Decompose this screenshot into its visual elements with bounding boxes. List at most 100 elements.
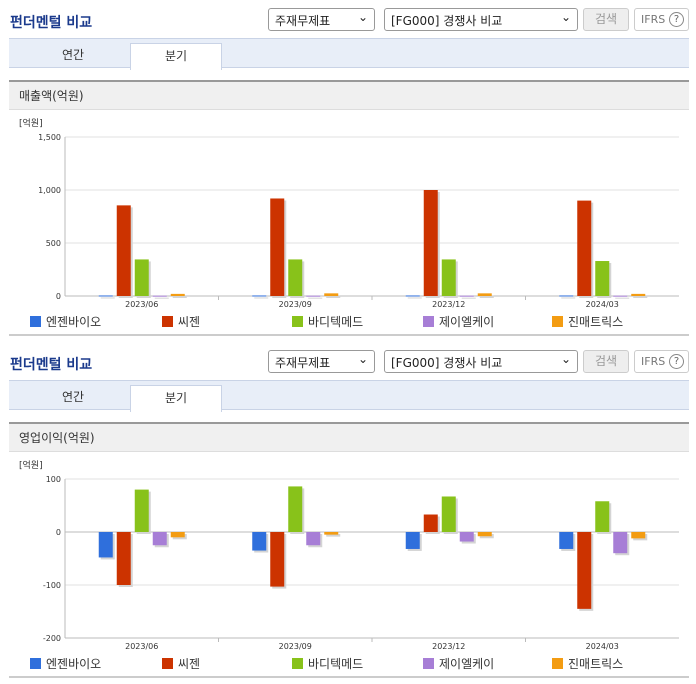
bar-2-1 (288, 259, 303, 296)
x-tick-label: 2023/09 (279, 642, 312, 651)
legend-label: 제이엘케이 (439, 657, 495, 671)
ifrs-button[interactable]: IFRS ? (634, 350, 689, 373)
legend-item[interactable]: 씨젠 (162, 655, 200, 672)
bar-3-2 (459, 295, 474, 297)
panel-title: 펀더멘털 비교 (10, 357, 93, 373)
legend-swatch (162, 658, 173, 669)
period-tabs: 연간 분기 (9, 38, 689, 70)
ifrs-label: IFRS (641, 13, 666, 26)
bar-shadow (615, 297, 630, 299)
legend-item[interactable]: 제이엘케이 (423, 313, 494, 330)
bar-0-0 (98, 532, 113, 558)
bar-4-3 (631, 532, 646, 539)
bar-4-1 (324, 532, 339, 535)
bar-3-0 (152, 532, 167, 546)
bar-2-0 (134, 489, 149, 532)
chevron-down-icon: ⌄ (560, 352, 571, 366)
statement-select[interactable]: 주재무제표 ⌄ (268, 8, 375, 31)
legend-item[interactable]: 바디텍메드 (292, 655, 363, 672)
bar-shadow (326, 295, 341, 298)
y-tick-label: 1,000 (38, 186, 61, 195)
legend-label: 엔젠바이오 (46, 657, 102, 671)
legend-item[interactable]: 엔젠바이오 (30, 313, 101, 330)
bar-0-2 (405, 532, 420, 549)
tab-quarterly[interactable]: 분기 (130, 385, 222, 412)
comparison-select-value: [FG000] 경쟁사 비교 (391, 356, 503, 370)
bar-0-1 (252, 532, 267, 551)
ifrs-label: IFRS (641, 355, 666, 368)
bar-shadow (154, 297, 169, 299)
bar-0-3 (559, 295, 574, 297)
chevron-down-icon: ⌄ (357, 10, 368, 24)
bar-shadow (326, 534, 341, 537)
legend-swatch (552, 316, 563, 327)
period-tabs: 연간 분기 (9, 380, 689, 412)
bar-shadow (308, 297, 323, 299)
chevron-down-icon: ⌄ (357, 352, 368, 366)
y-tick-label: 100 (46, 475, 61, 484)
x-tick-label: 2023/12 (432, 642, 465, 651)
bar-2-1 (288, 486, 303, 532)
bar-2-2 (441, 496, 456, 532)
x-tick-label: 2023/12 (432, 300, 465, 309)
bar-4-0 (170, 532, 185, 538)
statement-select[interactable]: 주재무제표 ⌄ (268, 350, 375, 373)
comparison-select-value: [FG000] 경쟁사 비교 (391, 14, 503, 28)
bar-4-1 (324, 293, 339, 296)
comparison-select[interactable]: [FG000] 경쟁사 비교 ⌄ (384, 350, 578, 373)
legend-item[interactable]: 진매트릭스 (552, 655, 623, 672)
legend-item[interactable]: 씨젠 (162, 313, 200, 330)
y-tick-label: 1,500 (38, 133, 61, 142)
help-icon[interactable]: ? (669, 12, 684, 27)
bar-3-0 (152, 295, 167, 297)
legend-swatch (423, 658, 434, 669)
legend-item[interactable]: 제이엘케이 (423, 655, 494, 672)
statement-select-value: 주재무제표 (275, 14, 331, 28)
search-button[interactable]: 검색 (583, 350, 629, 373)
tab-annual[interactable]: 연간 (61, 48, 85, 62)
section-title: 매출액(억원) (9, 80, 689, 110)
bar-1-2 (423, 514, 438, 532)
bar-1-1 (270, 532, 285, 587)
bar-shadow (633, 295, 648, 298)
y-tick-label: 0 (56, 292, 61, 301)
operating-profit-chart: [억원] -200 -100 0 100 2023/06 2023/09 2023/12 202… (19, 459, 679, 651)
legend-label: 바디텍메드 (308, 657, 364, 671)
legend-label: 엔젠바이오 (46, 315, 102, 329)
bar-2-0 (134, 259, 149, 296)
legend-item[interactable]: 엔젠바이오 (30, 655, 101, 672)
legend-swatch (292, 658, 303, 669)
panel-header: 펀더멘털 비교 주재무제표 ⌄ [FG000] 경쟁사 비교 ⌄ 검색 IFRS… (0, 0, 696, 34)
legend-swatch (30, 658, 41, 669)
bar-0-0 (98, 295, 113, 297)
chevron-down-icon: ⌄ (560, 10, 571, 24)
bar-0-2 (405, 295, 420, 297)
ifrs-button[interactable]: IFRS ? (634, 8, 689, 31)
comparison-select[interactable]: [FG000] 경쟁사 비교 ⌄ (384, 8, 578, 31)
tab-annual[interactable]: 연간 (61, 390, 85, 404)
divider (9, 676, 689, 678)
bar-0-3 (559, 532, 574, 549)
x-tick-label: 2023/06 (125, 300, 158, 309)
search-button[interactable]: 검색 (583, 8, 629, 31)
legend-swatch (292, 316, 303, 327)
help-icon[interactable]: ? (669, 354, 684, 369)
tab-quarterly[interactable]: 분기 (130, 43, 222, 70)
bar-shadow (407, 297, 422, 299)
bar-shadow (461, 297, 476, 299)
bar-1-3 (577, 532, 592, 609)
bar-1-0 (116, 205, 131, 296)
legend-item[interactable]: 바디텍메드 (292, 313, 363, 330)
legend-swatch (30, 316, 41, 327)
bar-3-2 (459, 532, 474, 542)
bar-4-2 (477, 293, 492, 296)
bar-4-0 (170, 293, 185, 296)
bar-2-3 (595, 261, 610, 296)
bar-shadow (254, 297, 269, 299)
panel-operating-profit: 펀더멘털 비교 주재무제표 ⌄ [FG000] 경쟁사 비교 ⌄ 검색 IFRS… (0, 342, 696, 678)
legend-label: 진매트릭스 (568, 315, 624, 329)
section-title: 영업이익(억원) (9, 422, 689, 452)
bar-shadow (100, 297, 115, 299)
bar-1-3 (577, 200, 592, 296)
legend-item[interactable]: 진매트릭스 (552, 313, 623, 330)
